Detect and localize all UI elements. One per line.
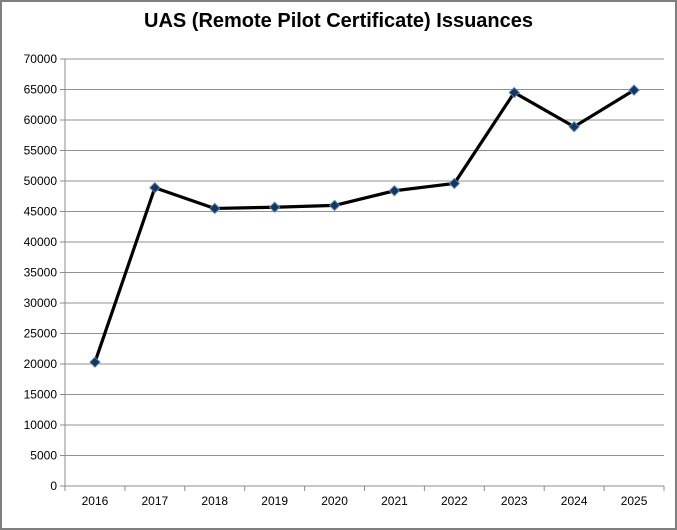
- series-line: [93, 88, 636, 364]
- y-axis-tick-label: 45000: [24, 205, 58, 219]
- data-point-marker: [209, 202, 221, 215]
- y-axis-tick-label: 20000: [24, 357, 58, 371]
- chart-title: UAS (Remote Pilot Certificate) Issuances: [144, 10, 533, 32]
- y-axis-tick-label: 60000: [24, 113, 58, 127]
- y-axis-tick-label: 10000: [24, 418, 58, 432]
- data-point-marker: [89, 356, 101, 368]
- data-point-marker: [388, 185, 401, 197]
- data-point-marker: [508, 86, 520, 99]
- y-axis-tick-label: 50000: [24, 174, 58, 188]
- x-axis-tick-label: 2018: [201, 494, 228, 508]
- x-axis-tick-label: 2024: [561, 494, 588, 508]
- x-axis-tick-label: 2023: [501, 494, 528, 508]
- x-axis-tick-label: 2017: [141, 494, 168, 508]
- data-point-marker: [628, 84, 640, 96]
- x-axis-tick-label: 2022: [441, 494, 468, 508]
- data-point-marker: [268, 201, 281, 213]
- y-axis-tick-label: 70000: [24, 52, 58, 66]
- y-axis-tick-label: 40000: [24, 235, 58, 249]
- x-axis-tick-label: 2025: [621, 494, 648, 508]
- x-axis-tick-label: 2021: [381, 494, 408, 508]
- data-point-marker: [149, 182, 161, 194]
- y-axis-tick-label: 30000: [24, 296, 58, 310]
- y-axis-tick-label: 15000: [24, 388, 58, 402]
- y-axis-tick-label: 25000: [24, 327, 58, 341]
- x-axis-tick-label: 2016: [82, 494, 109, 508]
- y-axis-tick-label: 5000: [30, 449, 57, 463]
- data-point-marker: [568, 121, 580, 133]
- y-axis-tick-label: 55000: [24, 144, 58, 158]
- data-point-marker: [448, 177, 461, 190]
- x-axis-tick-label: 2019: [261, 494, 288, 508]
- data-point-marker: [328, 199, 341, 212]
- y-axis-tick-label: 35000: [24, 266, 58, 280]
- x-axis-tick-label: 2020: [321, 494, 348, 508]
- y-axis-tick-label: 0: [50, 479, 57, 493]
- y-axis-tick-label: 65000: [24, 83, 58, 97]
